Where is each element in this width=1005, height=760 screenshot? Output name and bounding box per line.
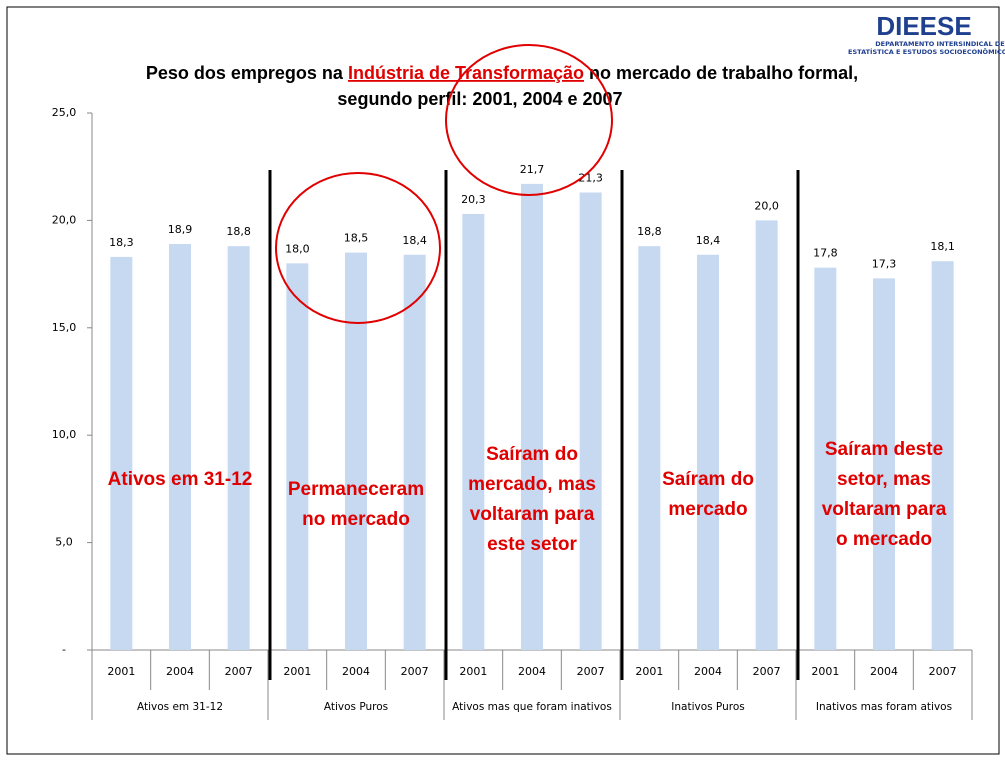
group-label: Ativos mas que foram inativos: [452, 701, 612, 713]
value-label: 18,4: [402, 234, 427, 247]
annotation: Ativos em 31-12: [108, 469, 253, 490]
bar: [462, 213, 485, 650]
group-label: Ativos Puros: [324, 701, 388, 713]
x-tick-label: 2007: [577, 665, 605, 678]
annotation: este setor: [487, 534, 577, 555]
bar: [814, 267, 837, 650]
x-tick-label: 2001: [459, 665, 487, 678]
group-label: Inativos Puros: [671, 701, 744, 713]
annotation: Saíram deste: [825, 439, 943, 460]
bar: [873, 278, 895, 650]
y-tick-label: 25,0: [52, 106, 77, 119]
value-label: 18,1: [930, 240, 955, 253]
x-tick-label: 2001: [635, 665, 663, 678]
x-tick-label: 2007: [401, 665, 429, 678]
value-label: 18,9: [168, 223, 193, 236]
chart-title: Peso dos empregos na Indústria de Transf…: [146, 63, 858, 83]
bar: [110, 256, 133, 650]
y-tick-label: 20,0: [52, 213, 77, 226]
group-label: Ativos em 31-12: [137, 701, 223, 713]
value-label: 18,8: [637, 225, 662, 238]
annotation: voltaram para: [470, 504, 595, 525]
bar: [579, 192, 602, 650]
annotation: setor, mas: [837, 469, 931, 490]
annotation: Saíram do: [662, 469, 754, 490]
group-label: Inativos mas foram ativos: [816, 701, 952, 713]
value-label: 18,3: [109, 236, 134, 249]
bar: [345, 252, 367, 650]
value-label: 18,8: [226, 225, 251, 238]
annotation: Permaneceram: [288, 479, 424, 500]
x-tick-label: 2007: [225, 665, 253, 678]
y-tick-label: -: [62, 643, 66, 656]
bar: [931, 261, 954, 650]
y-tick-label: 10,0: [52, 428, 77, 441]
y-tick-label: 15,0: [52, 321, 77, 334]
x-tick-label: 2007: [929, 665, 957, 678]
value-label: 17,8: [813, 247, 838, 260]
bar: [521, 183, 543, 650]
x-tick-label: 2001: [283, 665, 311, 678]
value-label: 20,0: [754, 199, 779, 212]
x-tick-label: 2004: [518, 665, 546, 678]
frame: [6, 6, 1000, 755]
x-tick-label: 2007: [753, 665, 781, 678]
highlight-circle: [275, 172, 441, 324]
value-label: 17,3: [872, 257, 897, 270]
annotation: o mercado: [836, 529, 932, 550]
title-part: Peso dos empregos na: [146, 63, 344, 83]
x-tick-label: 2001: [811, 665, 839, 678]
x-tick-label: 2001: [107, 665, 135, 678]
annotation: no mercado: [302, 509, 410, 530]
bar: [403, 254, 426, 650]
annotation: Saíram do: [486, 444, 578, 465]
value-label: 18,0: [285, 242, 310, 255]
value-label: 18,5: [344, 232, 369, 245]
title-part: no mercado de trabalho formal,: [589, 63, 858, 83]
x-tick-label: 2004: [166, 665, 194, 678]
annotation: mercado, mas: [468, 474, 596, 495]
bar: [286, 263, 309, 650]
chart-title-line2: segundo perfil: 2001, 2004 e 2007: [337, 89, 622, 109]
x-tick-label: 2004: [694, 665, 722, 678]
x-tick-label: 2004: [342, 665, 370, 678]
logo-line: DEPARTAMENTO INTERSINDICAL DE: [875, 40, 1004, 48]
bar: [638, 246, 661, 650]
value-label: 21,7: [520, 163, 545, 176]
value-label: 18,4: [696, 234, 721, 247]
x-tick-label: 2004: [870, 665, 898, 678]
y-tick-label: 5,0: [55, 536, 73, 549]
bar: [755, 220, 778, 650]
highlight-circle: [445, 44, 613, 196]
annotation: voltaram para: [822, 499, 947, 520]
bar: [697, 254, 719, 650]
bar: [227, 246, 250, 650]
logo-line: ESTATÍSTICA E ESTUDOS SOCIOECONÔMICOS: [848, 47, 1005, 56]
annotation: mercado: [668, 499, 747, 520]
logo: DIEESE: [876, 11, 971, 41]
value-label: 20,3: [461, 193, 486, 206]
title-highlight: Indústria de Transformação: [348, 63, 584, 83]
bar: [169, 244, 191, 650]
